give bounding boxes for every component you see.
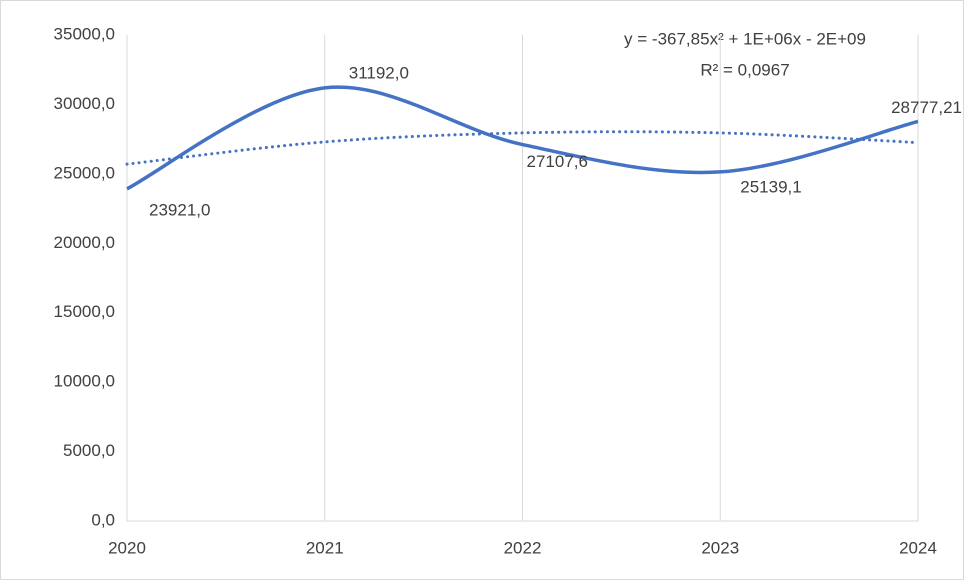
y-tick-label: 35000,0 bbox=[54, 24, 115, 43]
data-label: 23921,0 bbox=[149, 200, 210, 219]
x-tick-label: 2024 bbox=[899, 538, 937, 557]
data-label: 27107,6 bbox=[527, 152, 588, 171]
x-tick-label: 2020 bbox=[108, 538, 146, 557]
y-tick-label: 10000,0 bbox=[54, 372, 115, 391]
data-label: 28777,21 bbox=[891, 98, 962, 117]
y-tick-label: 5000,0 bbox=[63, 441, 115, 460]
y-tick-label: 20000,0 bbox=[54, 233, 115, 252]
trendline bbox=[125, 130, 920, 166]
trendline-equation: y = -367,85x² + 1E+06x - 2E+09 bbox=[624, 29, 866, 48]
series-line bbox=[126, 85, 919, 191]
y-tick-label: 25000,0 bbox=[54, 163, 115, 182]
trendline-r2: R² = 0,0967 bbox=[700, 60, 789, 79]
y-tick-label: 15000,0 bbox=[54, 302, 115, 321]
x-tick-label: 2023 bbox=[701, 538, 739, 557]
x-tick-label: 2021 bbox=[306, 538, 344, 557]
data-label: 25139,1 bbox=[740, 177, 801, 196]
data-label: 31192,0 bbox=[349, 63, 409, 82]
x-tick-label: 2022 bbox=[504, 538, 542, 557]
y-tick-label: 30000,0 bbox=[54, 94, 115, 113]
y-tick-label: 0,0 bbox=[91, 510, 115, 529]
